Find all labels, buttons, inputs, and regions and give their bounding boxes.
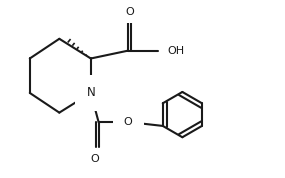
- Text: O: O: [90, 154, 99, 164]
- Text: O: O: [126, 7, 135, 17]
- Text: OH: OH: [168, 46, 185, 56]
- Text: O: O: [124, 117, 133, 127]
- Text: N: N: [86, 87, 95, 100]
